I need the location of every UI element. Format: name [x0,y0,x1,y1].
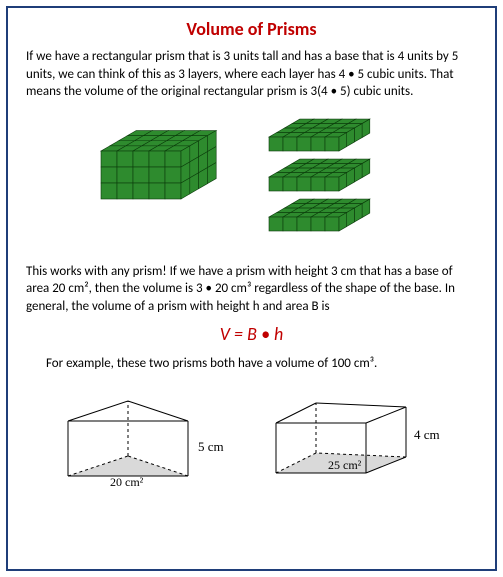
solid-prism-diagram [93,109,243,219]
prism-edge [276,403,316,423]
triangular-prism: 5 cm 20 cm² [48,381,228,491]
prism-examples-row: 5 cm 20 cm² 4 cm 25 cm² [26,381,477,491]
base-label: 25 cm² [328,458,362,472]
prism-edge [366,407,406,423]
height-label: 4 cm [414,427,440,442]
intro-paragraph: If we have a rectangular prism that is 3… [26,48,477,101]
general-paragraph: This works with any prism! If we have a … [26,263,477,316]
volume-formula: V = B • h [26,323,477,345]
cube-diagram-row [26,109,477,249]
base-label: 20 cm² [110,475,144,489]
layers-diagram [261,109,411,249]
example-paragraph: For example, these two prisms both have … [26,355,477,373]
prism-edge [68,401,128,421]
prism-edge [316,403,406,407]
lesson-frame: Volume of Prisms If we have a rectangula… [6,6,497,571]
prism-base-shade [68,456,188,476]
page-title: Volume of Prisms [26,18,477,40]
height-label: 5 cm [198,439,224,454]
prism-edge [128,401,188,421]
quad-prism: 4 cm 25 cm² [256,381,456,491]
